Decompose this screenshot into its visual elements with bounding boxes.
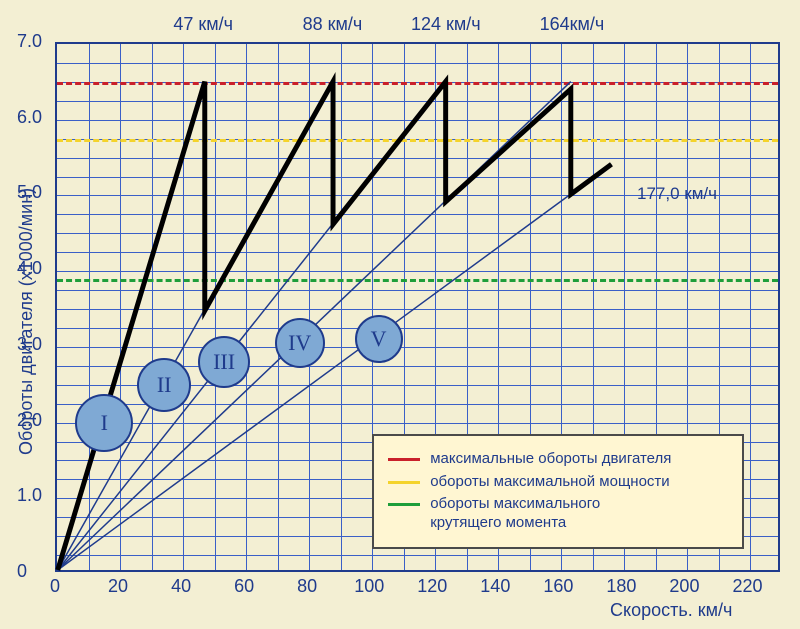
y-tick-3: 3.0 (17, 334, 42, 355)
x-tick-200: 200 (669, 576, 699, 597)
x-axis-title: Скорость. км/ч (610, 600, 732, 621)
x-tick-0: 0 (50, 576, 60, 597)
y-tick-6: 6.0 (17, 107, 42, 128)
x-tick-40: 40 (171, 576, 191, 597)
x-tick-100: 100 (354, 576, 384, 597)
y-tick-1: 1.0 (17, 485, 42, 506)
plot-area: IIIIIIIVV максимальные обороты двигателя… (55, 42, 780, 572)
y-tick-4: 4.0 (17, 258, 42, 279)
x-tick-180: 180 (606, 576, 636, 597)
top-label-88: 88 км/ч (303, 14, 363, 35)
y-tick-7: 7.0 (17, 31, 42, 52)
legend: максимальные обороты двигателя обороты ма… (372, 434, 744, 549)
gear-badge-III: III (198, 336, 250, 388)
legend-swatch-max_power (388, 481, 420, 484)
y-tick-0: 0 (17, 561, 27, 582)
x-tick-220: 220 (732, 576, 762, 597)
x-tick-20: 20 (108, 576, 128, 597)
gear-badge-V: V (355, 315, 403, 363)
gear-badge-I: I (75, 394, 133, 452)
x-tick-160: 160 (543, 576, 573, 597)
max-speed-annotation: 177,0 км/ч (637, 184, 717, 204)
legend-label-max_torque: обороты максимальногокрутящего момента (430, 495, 600, 533)
legend-row-max_rpm: максимальные обороты двигателя (388, 450, 728, 469)
legend-label-max_power: обороты максимальной мощности (430, 473, 669, 492)
legend-row-max_power: обороты максимальной мощности (388, 473, 728, 492)
legend-swatch-max_rpm (388, 458, 420, 461)
y-tick-2: 2.0 (17, 410, 42, 431)
x-tick-120: 120 (417, 576, 447, 597)
top-label-164: 164км/ч (540, 14, 605, 35)
x-tick-80: 80 (297, 576, 317, 597)
top-label-124: 124 км/ч (411, 14, 481, 35)
x-tick-140: 140 (480, 576, 510, 597)
x-tick-60: 60 (234, 576, 254, 597)
legend-swatch-max_torque (388, 503, 420, 506)
y-tick-5: 5.0 (17, 182, 42, 203)
legend-label-max_rpm: максимальные обороты двигателя (430, 450, 671, 469)
legend-row-max_torque: обороты максимальногокрутящего момента (388, 495, 728, 533)
gear-shift-chart: IIIIIIIVV максимальные обороты двигателя… (0, 0, 800, 629)
gear-badge-II: II (137, 358, 191, 412)
top-label-47: 47 км/ч (173, 14, 233, 35)
gear-badge-IV: IV (275, 318, 325, 368)
